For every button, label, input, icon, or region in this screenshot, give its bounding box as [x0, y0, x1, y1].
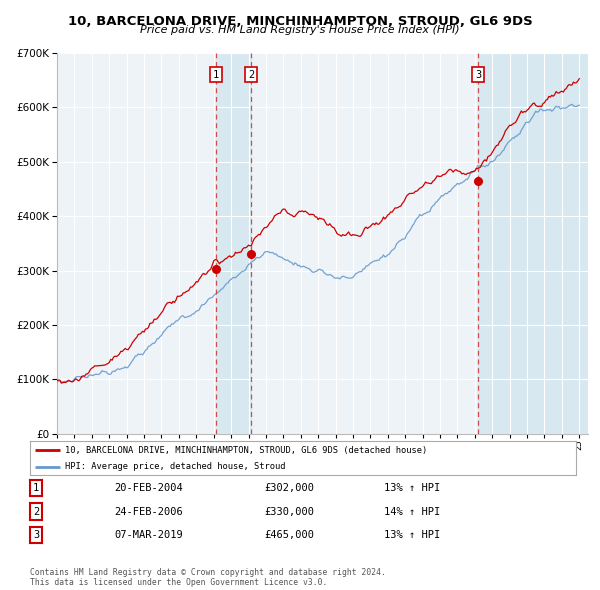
- Text: HPI: Average price, detached house, Stroud: HPI: Average price, detached house, Stro…: [65, 462, 286, 471]
- Text: 3: 3: [475, 70, 481, 80]
- Bar: [216, 53, 251, 434]
- Text: 10, BARCELONA DRIVE, MINCHINHAMPTON, STROUD, GL6 9DS: 10, BARCELONA DRIVE, MINCHINHAMPTON, STR…: [68, 15, 532, 28]
- Text: 20-FEB-2004: 20-FEB-2004: [114, 483, 183, 493]
- Text: 2: 2: [33, 507, 39, 516]
- Text: Price paid vs. HM Land Registry's House Price Index (HPI): Price paid vs. HM Land Registry's House …: [140, 25, 460, 35]
- Text: 24-FEB-2006: 24-FEB-2006: [114, 507, 183, 516]
- Text: 07-MAR-2019: 07-MAR-2019: [114, 530, 183, 540]
- Text: 2: 2: [248, 70, 254, 80]
- Text: 1: 1: [213, 70, 219, 80]
- Text: 3: 3: [33, 530, 39, 540]
- Text: £330,000: £330,000: [264, 507, 314, 516]
- Text: Contains HM Land Registry data © Crown copyright and database right 2024.
This d: Contains HM Land Registry data © Crown c…: [30, 568, 386, 587]
- Text: 14% ↑ HPI: 14% ↑ HPI: [384, 507, 440, 516]
- Text: 13% ↑ HPI: 13% ↑ HPI: [384, 483, 440, 493]
- Text: 10, BARCELONA DRIVE, MINCHINHAMPTON, STROUD, GL6 9DS (detached house): 10, BARCELONA DRIVE, MINCHINHAMPTON, STR…: [65, 446, 428, 455]
- Bar: [478, 53, 588, 434]
- Text: 1: 1: [33, 483, 39, 493]
- Text: £465,000: £465,000: [264, 530, 314, 540]
- Text: £302,000: £302,000: [264, 483, 314, 493]
- Text: 13% ↑ HPI: 13% ↑ HPI: [384, 530, 440, 540]
